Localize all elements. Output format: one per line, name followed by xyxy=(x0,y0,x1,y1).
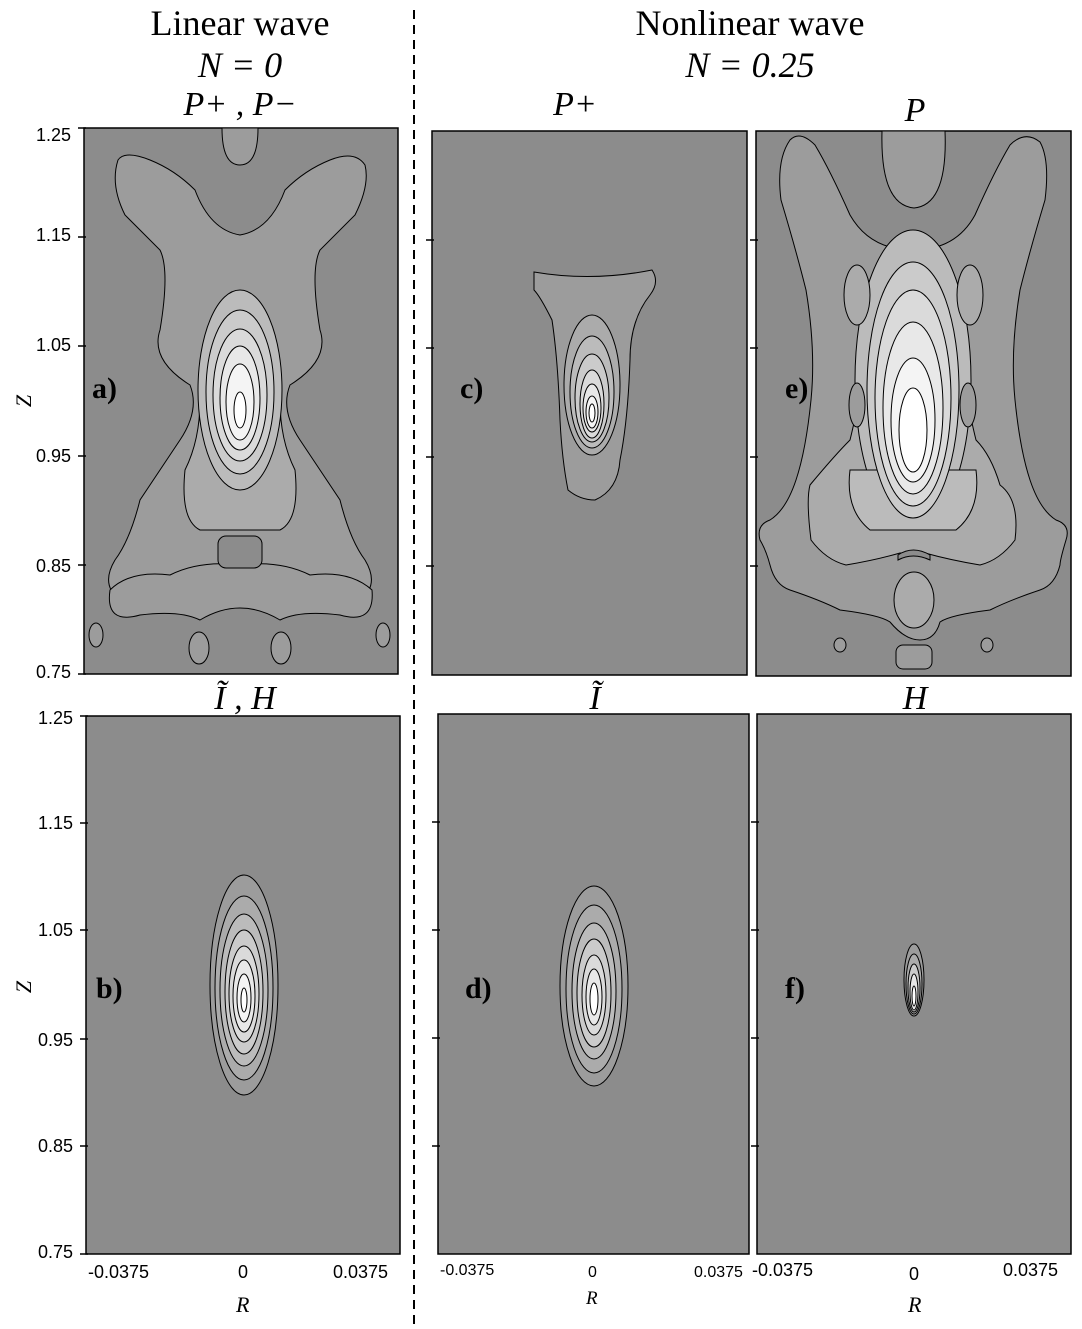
panel-e-plot xyxy=(755,130,1072,677)
plot-title-f: H xyxy=(902,680,928,717)
ylabel-top: Z xyxy=(11,394,37,408)
xtick-b-3: 0.0375 xyxy=(333,1262,389,1282)
panel-label-d: d) xyxy=(465,972,492,1005)
ytick-b-5: 0.85 xyxy=(38,1136,74,1156)
panel-d-plot xyxy=(437,713,750,1255)
ytick-b-4: 0.95 xyxy=(38,1030,74,1050)
panel-c-plot xyxy=(431,130,748,676)
linear-parameter: N = 0 xyxy=(197,45,283,85)
plot-title-c: P+ xyxy=(553,86,597,123)
panel-label-e: e) xyxy=(785,372,809,405)
xtick-f-2: 0 xyxy=(909,1264,920,1284)
linear-title: Linear wave xyxy=(150,3,330,43)
ylabel-bottom: Z xyxy=(11,980,37,994)
xlabel-d: R xyxy=(586,1288,598,1309)
nonlinear-parameter: N = 0.25 xyxy=(685,45,815,85)
xtick-d-1: -0.0375 xyxy=(440,1262,495,1279)
xlabel-f: R xyxy=(908,1292,922,1317)
xtick-f-3: 0.0375 xyxy=(1003,1260,1059,1280)
ytick-b-2: 1.15 xyxy=(38,813,74,833)
panel-label-f: f) xyxy=(785,972,805,1005)
xtick-d-2: 0 xyxy=(588,1264,597,1281)
xtick-f-1: -0.0375 xyxy=(752,1260,814,1280)
ytick-b-3: 1.05 xyxy=(38,920,74,940)
ytick-b-1: 1.25 xyxy=(38,708,74,728)
panel-label-b: b) xyxy=(96,972,123,1005)
ytick-a-4: 0.95 xyxy=(36,446,72,466)
xtick-d-3: 0.0375 xyxy=(694,1264,743,1281)
nonlinear-title: Nonlinear wave xyxy=(635,3,865,43)
panel-b-plot xyxy=(85,715,401,1255)
ytick-a-1: 1.25 xyxy=(36,125,72,145)
panel-label-c: c) xyxy=(460,372,484,405)
tick-marks xyxy=(78,127,759,1255)
ytick-b-6: 0.75 xyxy=(38,1242,74,1262)
panel-f-plot xyxy=(756,713,1072,1255)
panel-a-plot xyxy=(83,127,399,675)
ytick-a-5: 0.85 xyxy=(36,556,72,576)
ytick-a-3: 1.05 xyxy=(36,335,72,355)
xlabel-b: R xyxy=(236,1292,250,1317)
ytick-a-6: 0.75 xyxy=(36,662,72,682)
xtick-b-2: 0 xyxy=(238,1262,249,1282)
panel-label-a: a) xyxy=(92,372,117,405)
ytick-a-2: 1.15 xyxy=(36,225,72,245)
plot-title-e: P xyxy=(904,92,926,129)
plot-title-d: Ĩ xyxy=(589,680,601,717)
plot-title-b: Ĩ , H xyxy=(214,680,276,717)
xtick-b-1: -0.0375 xyxy=(88,1262,150,1282)
plot-title-a: P+ , P− xyxy=(183,86,297,123)
